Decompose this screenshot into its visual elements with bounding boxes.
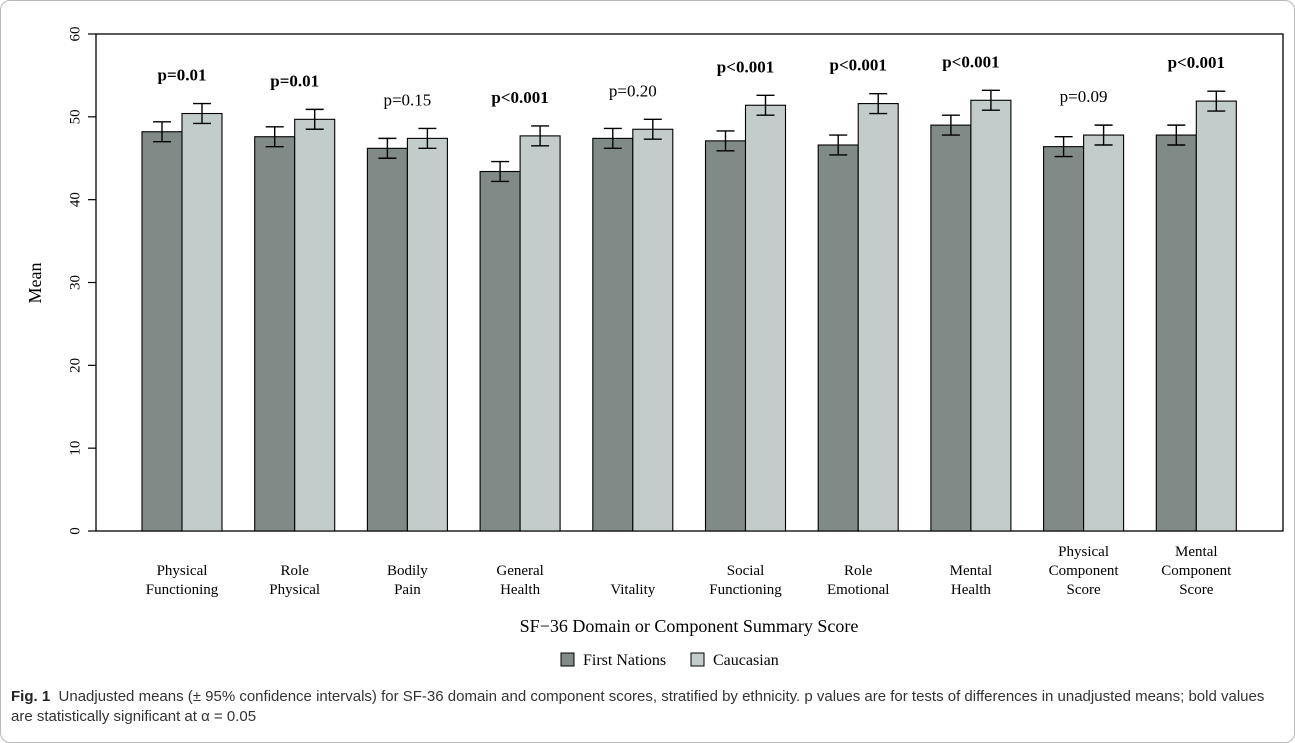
y-axis-label: Mean: [25, 263, 45, 304]
y-tick-label: 20: [67, 358, 83, 373]
y-tick-label: 60: [67, 27, 83, 42]
bar: [1195, 100, 1237, 532]
x-tick-label: Component: [1049, 563, 1120, 579]
p-value-label: p=0.01: [270, 71, 319, 90]
bar: [930, 124, 972, 532]
legend-label: Caucasian: [713, 652, 779, 669]
p-value-label: p=0.09: [1060, 87, 1108, 106]
x-tick-label: Physical: [269, 582, 320, 598]
bars-group: [141, 99, 1237, 532]
y-tick-label: 0: [67, 527, 83, 535]
x-tick-label: Pain: [394, 582, 421, 598]
x-tick-label: Vitality: [610, 582, 655, 598]
x-tick-label: Health: [951, 582, 991, 598]
bar: [181, 112, 223, 532]
x-tick-label: Role: [281, 563, 310, 579]
figure-label: Fig. 1: [11, 688, 51, 705]
legend: First Nations Caucasian: [560, 652, 779, 669]
y-tick-label: 10: [67, 441, 83, 456]
x-tick-label: Functioning: [146, 582, 219, 598]
bar: [479, 170, 521, 532]
x-tick-label: Functioning: [709, 582, 782, 598]
p-value-label: p<0.001: [942, 52, 999, 71]
x-tick-label: Score: [1179, 582, 1213, 598]
x-tick-label: Bodily: [387, 563, 428, 579]
bar: [970, 99, 1012, 532]
bar: [294, 118, 336, 532]
y-tick-label: 40: [67, 192, 83, 207]
y-tick-label: 50: [67, 109, 83, 124]
bar: [519, 135, 561, 532]
x-tick-label: Mental: [950, 563, 993, 579]
bar: [704, 140, 747, 532]
figure-caption: Fig. 1 Unadjusted means (± 95% confidenc…: [11, 687, 1281, 727]
p-value-label: p=0.15: [383, 90, 431, 109]
bar: [254, 136, 296, 532]
x-tick-label: Physical: [157, 563, 208, 579]
p-value-label: p=0.20: [609, 81, 657, 100]
x-tick-label: Component: [1161, 563, 1232, 579]
bar: [406, 137, 448, 532]
bar: [141, 131, 183, 532]
bar: [592, 137, 634, 532]
bar: [366, 147, 408, 532]
x-tick-label: Health: [500, 582, 540, 598]
x-tick-label: Emotional: [827, 582, 890, 598]
error-bars-group: [153, 89, 1226, 183]
p-value-annotations: p=0.01 p=0.01 p=0.15 p<0.001 p=0.20 p<0.001 p<…: [158, 52, 1225, 109]
legend-swatch: [560, 652, 575, 667]
y-axis: 0 10 20 30 40 50 60: [67, 27, 96, 535]
legend-label: First Nations: [583, 652, 666, 669]
bar: [1155, 134, 1197, 532]
legend-swatch: [690, 652, 705, 667]
x-tick-label: Physical: [1058, 544, 1109, 560]
bar: [817, 144, 859, 532]
p-value-label: p<0.001: [491, 88, 548, 107]
p-value-label: p<0.001: [717, 57, 774, 76]
p-value-label: p=0.01: [158, 66, 207, 85]
y-tick-label: 30: [67, 275, 83, 290]
x-tick-label: Role: [844, 563, 873, 579]
bar: [744, 104, 787, 532]
x-tick-labels: Physical Functioning Role Physical Bodily Pai…: [146, 544, 1232, 598]
p-value-label: p<0.001: [1168, 53, 1225, 72]
bar: [1083, 134, 1125, 532]
x-tick-label: General: [496, 563, 543, 579]
x-tick-label: Mental: [1175, 544, 1218, 560]
bar: [857, 103, 899, 532]
x-axis-label: SF−36 Domain or Component Summary Score: [520, 616, 859, 636]
x-tick-label: Social: [727, 563, 765, 579]
p-value-label: p<0.001: [829, 56, 886, 75]
bar: [1043, 146, 1085, 532]
x-tick-label: Score: [1067, 582, 1101, 598]
figure-caption-text: Unadjusted means (± 95% confidence inter…: [11, 688, 1265, 725]
bar: [632, 128, 674, 532]
